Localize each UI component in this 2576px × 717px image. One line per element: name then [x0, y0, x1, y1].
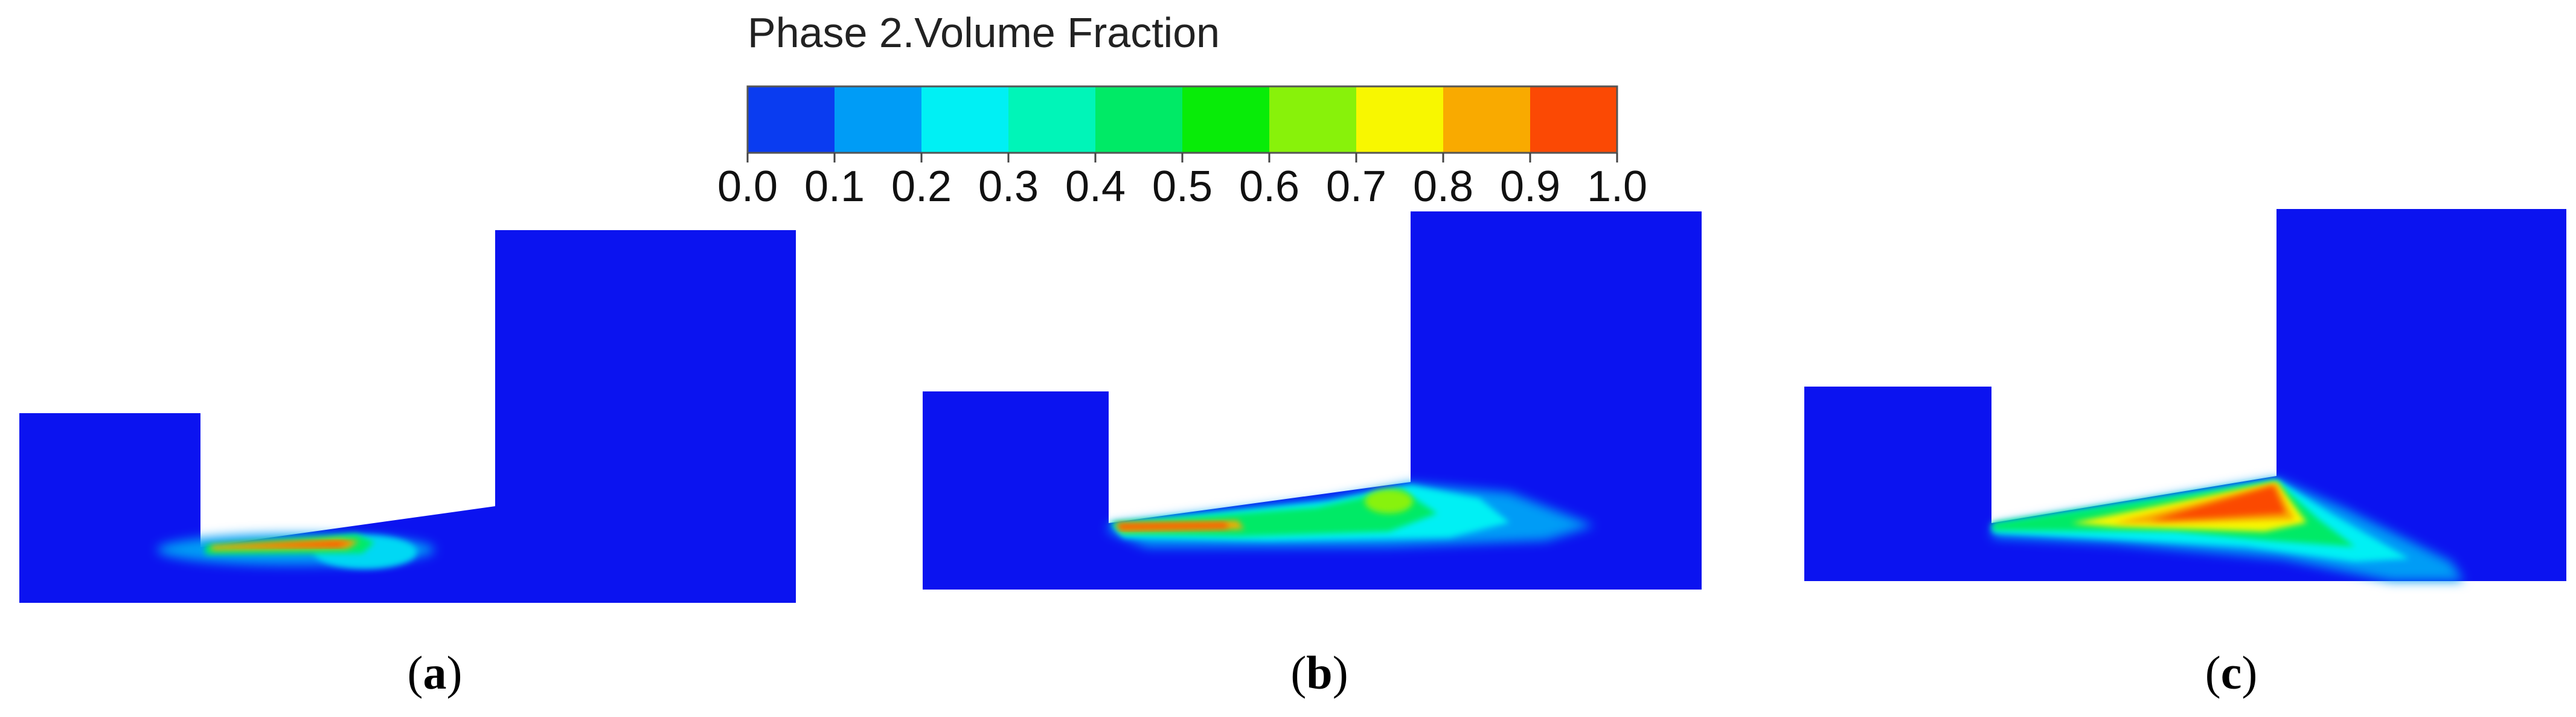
panel-a [19, 230, 796, 603]
colorbar-bin [835, 86, 922, 153]
colorbar-tick-label: 0.4 [1065, 162, 1126, 211]
phase-plume-a [157, 534, 435, 569]
colorbar-tick-label: 0.3 [978, 162, 1039, 211]
plume-b-red [1117, 523, 1229, 529]
colorbar-bins [748, 86, 1618, 153]
colorbar-tick-label: 0.5 [1152, 162, 1213, 211]
colorbar-tick-label: 0.8 [1413, 162, 1473, 211]
colorbar-bin [1269, 86, 1357, 153]
panel-b [923, 211, 1702, 590]
colorbar-bin [1530, 86, 1618, 153]
colorbar-tick-label: 0.9 [1500, 162, 1560, 211]
colorbar-tick-label: 0.1 [804, 162, 865, 211]
colorbar-tick-label: 0.2 [891, 162, 952, 211]
colorbar-tick-label: 1.0 [1587, 162, 1647, 211]
panel-label-b: (b) [1290, 646, 1348, 699]
colorbar-tick-label: 0.7 [1326, 162, 1386, 211]
phase-plume-b [1109, 483, 1594, 547]
colorbar-bin [1008, 86, 1096, 153]
panel-label-c: (c) [2205, 646, 2258, 699]
colorbar-tick-label: 0.0 [717, 162, 778, 211]
colorbar-bin [748, 86, 835, 153]
plume-a-red [217, 542, 353, 547]
panel-label-a: (a) [408, 646, 463, 699]
colorbar-tick-label: 0.6 [1239, 162, 1299, 211]
phase-plume-c [1993, 478, 2464, 581]
colorbar-bin [1095, 86, 1183, 153]
plume-c-red [2150, 486, 2286, 521]
domain-a [19, 230, 796, 603]
plume-b-yellow-green [1365, 489, 1413, 513]
colorbar-legend: Phase 2.Volume Fraction 0.0 0.1 0.2 0.3 0.4 0… [717, 9, 1647, 211]
legend-title: Phase 2.Volume Fraction [748, 9, 1220, 56]
colorbar-bin [921, 86, 1009, 153]
domain-c [1804, 209, 2566, 581]
colorbar-bin [1356, 86, 1444, 153]
colorbar-bin [1182, 86, 1270, 153]
colorbar-bin [1443, 86, 1531, 153]
colorbar-ticks: 0.0 0.1 0.2 0.3 0.4 0.5 0.6 0.7 0.8 0.9 1.0 [717, 153, 1647, 211]
panel-c [1804, 209, 2566, 581]
